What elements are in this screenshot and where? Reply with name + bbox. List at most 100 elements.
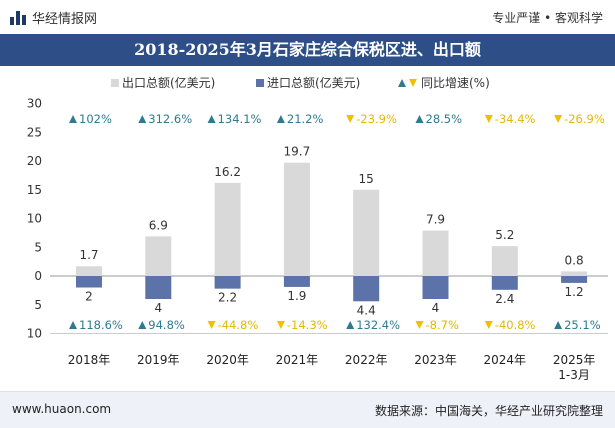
import-value-label: 4	[432, 301, 440, 315]
y-axis: 30 25 20 15 10 5 0 5 10	[27, 97, 608, 341]
import-value-label: 2.2	[218, 291, 237, 305]
legend-down-triangle-icon	[409, 79, 417, 87]
export-yoy-label: -23.9%	[356, 112, 397, 126]
import-yoy-label: -44.8%	[218, 318, 259, 332]
import-yoy-label: 94.8%	[148, 318, 185, 332]
x-tick-label: 2018年	[68, 353, 111, 367]
y-tick-label: 15	[27, 183, 42, 197]
legend-import-label: 进口总额(亿美元)	[267, 75, 360, 90]
brand-name: 华经情报网	[32, 12, 98, 27]
y-tick-label: 30	[27, 97, 42, 111]
import-yoy-down-icon	[415, 321, 424, 329]
import-value-label: 4	[154, 301, 162, 315]
bars	[76, 162, 588, 302]
import-bar	[561, 276, 588, 283]
chart: 出口总额(亿美元) 进口总额(亿美元) 同比增速(%) 302520151050…	[27, 75, 608, 382]
export-value-label: 7.9	[426, 213, 445, 227]
import-value-label: 2	[85, 290, 93, 304]
export-yoy-label: 134.1%	[218, 112, 262, 126]
labels: 1.7 2 102% 118.6% 2018年 6.9 4 312.6% 94.8% 2019年 1…	[68, 112, 605, 382]
import-yoy-label: -40.8%	[495, 318, 536, 332]
export-yoy-down-icon	[554, 115, 563, 123]
export-yoy-down-icon	[346, 115, 355, 123]
import-bar	[283, 276, 310, 287]
export-bar	[422, 230, 449, 276]
export-bar	[214, 182, 241, 276]
footer-url[interactable]: www.huaon.com	[12, 402, 112, 416]
import-bar	[145, 276, 172, 299]
export-yoy-up-icon	[276, 115, 285, 123]
y-tick-label: 10	[27, 212, 42, 226]
import-bar	[76, 276, 102, 288]
x-tick-label: 2022年	[345, 353, 388, 367]
y-tick-label: 5	[34, 240, 42, 254]
export-bar	[145, 236, 172, 276]
footer-source: 数据来源：中国海关，华经产业研究院整理	[374, 404, 603, 418]
import-yoy-label: 132.4%	[356, 318, 400, 332]
brand-logo-icon	[10, 10, 26, 25]
x-tick-label: 2025年	[553, 353, 596, 367]
import-value-label: 4.4	[357, 303, 376, 317]
import-yoy-up-icon	[554, 321, 563, 329]
y-tick-label: 25	[27, 125, 42, 139]
y-tick-label: 0	[34, 269, 42, 283]
export-bar	[283, 162, 310, 276]
tagline: 专业严谨 • 客观科学	[492, 11, 603, 25]
export-yoy-label: 21.2%	[287, 112, 324, 126]
export-bar	[76, 266, 102, 276]
import-yoy-up-icon	[138, 321, 147, 329]
x-tick-label: 2023年	[414, 353, 457, 367]
export-bar	[491, 246, 518, 276]
legend-import-swatch	[256, 79, 264, 87]
export-yoy-label: -34.4%	[495, 112, 536, 126]
export-yoy-up-icon	[138, 115, 147, 123]
import-value-label: 1.2	[565, 285, 584, 299]
x-tick-label: 2020年	[206, 353, 249, 367]
import-bar	[422, 276, 449, 299]
import-yoy-down-icon	[484, 321, 493, 329]
export-yoy-label: 312.6%	[148, 112, 192, 126]
export-value-label: 16.2	[214, 165, 241, 179]
import-value-label: 2.4	[495, 292, 514, 306]
legend-up-triangle-icon	[398, 79, 406, 87]
footer: www.huaon.com 数据来源：中国海关，华经产业研究院整理	[0, 391, 615, 428]
import-bar	[214, 276, 241, 289]
export-yoy-down-icon	[484, 115, 493, 123]
x-tick-label: 1-3月	[558, 368, 590, 382]
export-yoy-up-icon	[415, 115, 424, 123]
x-tick-label: 2019年	[137, 353, 180, 367]
export-yoy-label: 28.5%	[426, 112, 463, 126]
legend-export-swatch	[111, 79, 119, 87]
top-bar: 华经情报网 专业严谨 • 客观科学	[0, 0, 615, 34]
import-yoy-down-icon	[276, 321, 285, 329]
import-yoy-label: -14.3%	[287, 318, 328, 332]
export-value-label: 15	[359, 172, 374, 186]
legend: 出口总额(亿美元) 进口总额(亿美元) 同比增速(%)	[111, 75, 490, 90]
export-value-label: 0.8	[565, 253, 584, 267]
brand: 华经情报网	[10, 8, 97, 27]
export-value-label: 6.9	[149, 218, 168, 232]
import-yoy-up-icon	[346, 321, 355, 329]
import-value-label: 1.9	[287, 289, 306, 303]
x-tick-label: 2021年	[276, 353, 319, 367]
import-yoy-up-icon	[69, 321, 77, 329]
export-bar	[561, 271, 588, 276]
y-tick-label: 5	[34, 298, 42, 312]
y-tick-label: 10	[27, 327, 42, 341]
export-yoy-label: -26.9%	[564, 112, 605, 126]
legend-yoy-label: 同比增速(%)	[421, 76, 490, 90]
import-yoy-label: 118.6%	[79, 318, 123, 332]
x-tick-label: 2024年	[484, 353, 527, 367]
y-tick-label: 20	[27, 154, 42, 168]
export-value-label: 19.7	[284, 145, 311, 159]
export-value-label: 5.2	[495, 228, 514, 242]
chart-title: 2018-2025年3月石家庄综合保税区进、出口额	[0, 34, 615, 66]
import-yoy-down-icon	[207, 321, 216, 329]
export-yoy-up-icon	[69, 115, 77, 123]
export-bar	[353, 189, 380, 276]
import-bar	[491, 276, 518, 290]
import-bar	[353, 276, 380, 302]
export-value-label: 1.7	[79, 248, 98, 262]
export-yoy-label: 102%	[79, 112, 112, 126]
